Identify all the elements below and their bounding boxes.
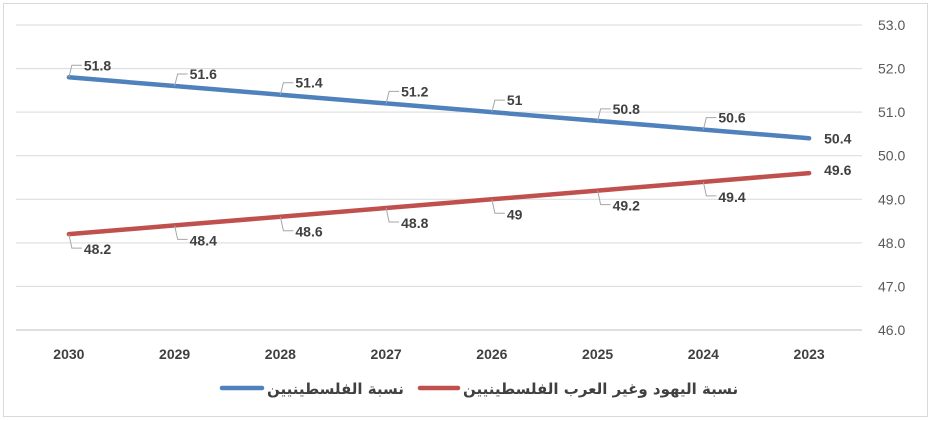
data-label: 50.8	[613, 101, 640, 117]
data-label: 51.4	[295, 75, 322, 91]
y-tick-label: 52.0	[878, 61, 905, 77]
leader-line	[385, 207, 400, 223]
data-label: 48.6	[295, 224, 322, 240]
leader-line	[491, 199, 505, 214]
data-label: 51.8	[84, 57, 111, 73]
data-label: 49.4	[718, 189, 745, 205]
y-tick-label: 49.0	[878, 191, 905, 207]
leader-line	[279, 216, 294, 232]
leader-line	[702, 181, 717, 197]
data-label: 48.8	[401, 215, 428, 231]
legend-label-series-1: نسبة الفلسطينيين	[267, 380, 404, 398]
leader-line	[279, 82, 294, 95]
series-line-2	[66, 170, 812, 237]
x-tick-label: 2024	[688, 346, 719, 362]
data-label: 49.2	[613, 198, 640, 214]
leader-line	[597, 108, 611, 121]
data-label: 51.2	[401, 83, 428, 99]
y-tick-label: 51.0	[878, 104, 905, 120]
x-tick-label: 2028	[265, 346, 296, 362]
y-tick-label: 53.0	[878, 17, 905, 33]
data-label: 51.6	[190, 66, 217, 82]
x-tick-label: 2027	[371, 346, 402, 362]
x-tick-label: 2023	[794, 346, 825, 362]
data-label: 50.4	[824, 130, 851, 146]
data-label: 48.2	[84, 241, 111, 257]
y-tick-label: 48.0	[878, 235, 905, 251]
x-tick-label: 2030	[53, 346, 84, 362]
chart-area	[3, 3, 928, 417]
x-tick-label: 2029	[159, 346, 190, 362]
leader-line	[174, 73, 188, 87]
x-tick-label: 2025	[582, 346, 613, 362]
data-label: 48.4	[190, 232, 217, 248]
data-label: 51	[507, 92, 523, 108]
leader-line	[702, 117, 717, 130]
leader-line	[491, 99, 505, 113]
y-tick-label: 47.0	[878, 278, 905, 294]
y-tick-label: 46.0	[878, 322, 905, 338]
leader-line	[68, 64, 82, 78]
x-tick-label: 2026	[476, 346, 507, 362]
leader-line	[597, 190, 611, 206]
data-label: 49.6	[824, 162, 851, 178]
legend-label-series-2: نسبة اليهود وغير العرب الفلسطينيين	[463, 380, 738, 398]
data-label: 50.6	[718, 110, 745, 126]
y-tick-label: 50.0	[878, 148, 905, 164]
leader-line	[68, 234, 82, 249]
leader-line	[385, 90, 400, 104]
series-line-1	[66, 75, 812, 141]
data-label: 49	[507, 206, 523, 222]
leader-line	[174, 225, 188, 240]
